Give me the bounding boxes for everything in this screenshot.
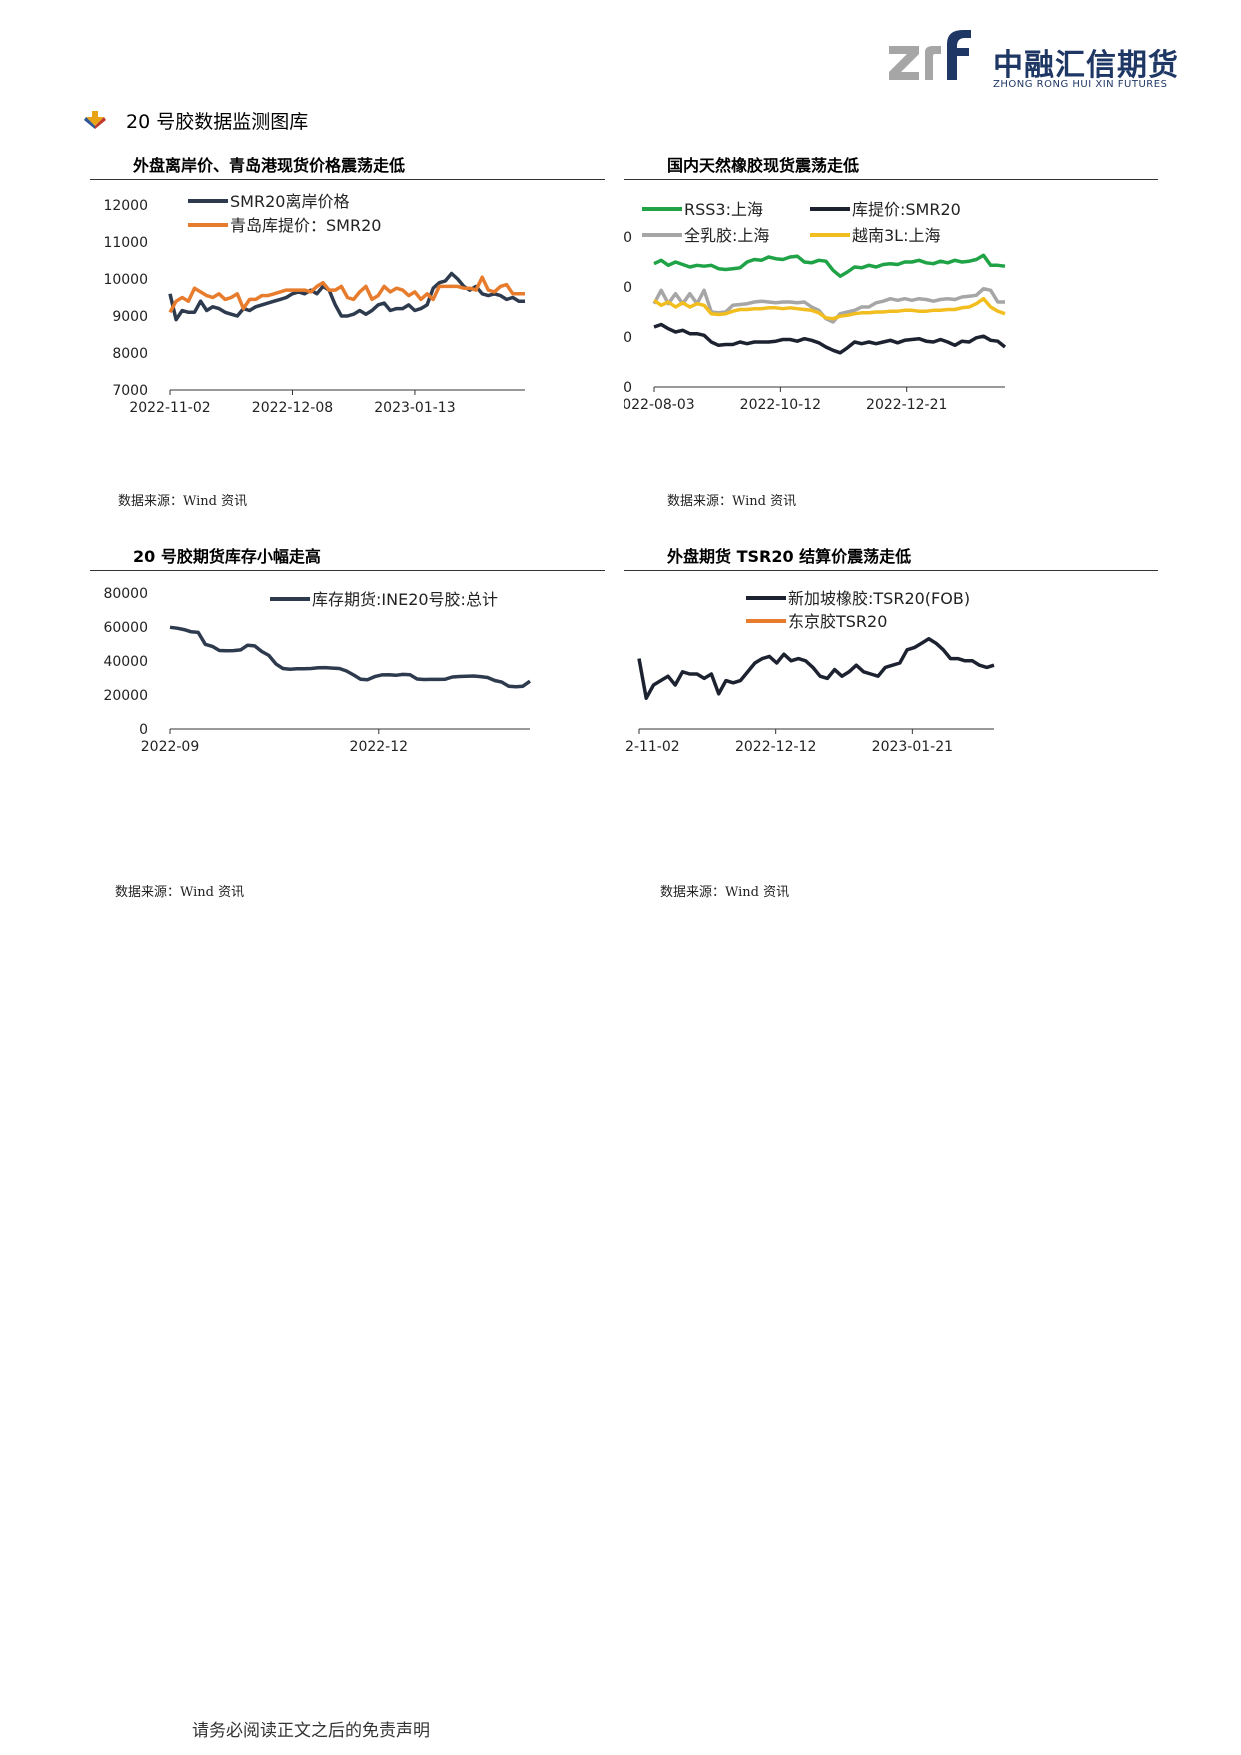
x-tick-label: 2022-10-12 [740, 397, 821, 413]
chart-1-svg: 7000 8000 9000 10000 11000 12000 2022-11-02 202… [103, 192, 525, 416]
chart-2-caption: 国内天然橡胶现货震荡走低 [667, 156, 860, 175]
section-heading: 20 号胶数据监测图库 [82, 105, 308, 135]
chart-1-rule [90, 179, 605, 180]
y-tick-label: 8000 [112, 346, 148, 362]
chart-3-rule [90, 570, 605, 571]
chart-2-svg: 7,000 10,000 13,000 16,000 2022-08-03 2022-10… [624, 200, 1007, 413]
series-line-0 [169, 625, 532, 689]
series-line-0 [637, 637, 995, 700]
y-tick-label: 16,000 [624, 230, 632, 246]
logo-chinese-name: 中融汇信期货 [993, 48, 1179, 83]
y-tick-label: 40000 [103, 654, 148, 670]
x-tick-label: 2022-12-21 [866, 397, 947, 413]
chart-1-caption: 外盘离岸价、青岛港现货价格震荡走低 [133, 156, 406, 175]
legend-label-0: RSS3:上海 [684, 200, 763, 219]
y-tick-label: 0 [139, 722, 148, 738]
chart-2-source: 数据来源：Wind 资讯 [667, 494, 797, 509]
legend-label-0: 库存期货:INE20号胶:总计 [312, 590, 498, 609]
series-line-1 [653, 322, 1007, 355]
x-tick-label: 2022-12 [350, 739, 409, 755]
y-tick-label: 12000 [103, 198, 148, 214]
y-tick-label: 10,000 [624, 330, 632, 346]
legend-label-1: 库提价:SMR20 [852, 200, 961, 219]
colored-arrow-bullet-icon [84, 111, 106, 129]
company-logo: 中融汇信期货 ZHONG RONG HUI XIN FUTURES [885, 28, 1178, 98]
chart-1-source: 数据来源：Wind 资讯 [118, 494, 248, 509]
x-tick-label: 2022-08-03 [624, 397, 695, 413]
chart-2-rule [624, 179, 1158, 180]
y-tick-label: 80000 [103, 586, 148, 602]
legend-label-2: 全乳胶:上海 [684, 226, 769, 245]
logo-english-name: ZHONG RONG HUI XIN FUTURES [993, 79, 1168, 90]
chart-4-svg: 8000900010000110002022-11-022022-12-1220… [624, 589, 995, 755]
x-tick-label: 2022-12-12 [735, 739, 816, 755]
chart-3-svg: 0 20000 40000 60000 80000 2022-09 2022-12 库存期货:… [103, 586, 532, 755]
chart-4-rule [624, 570, 1158, 571]
y-tick-label: 7000 [112, 383, 148, 399]
legend-label-0: SMR20离岸价格 [230, 192, 349, 211]
chart-3-caption: 20 号胶期货库存小幅走高 [133, 547, 321, 566]
legend-label-1: 东京胶TSR20 [788, 612, 887, 631]
x-tick-label: 2023-01-13 [374, 400, 455, 416]
y-tick-label: 60000 [103, 620, 148, 636]
series-line-3 [653, 296, 1006, 321]
x-tick-label: 2022-11-02 [624, 739, 680, 755]
series-line-0 [653, 253, 1006, 278]
legend-label-0: 新加坡橡胶:TSR20(FOB) [788, 589, 970, 608]
section-title: 20 号胶数据监测图库 [126, 110, 309, 133]
y-tick-label: 10000 [103, 272, 148, 288]
legend-label-1: 青岛库提价：SMR20 [230, 216, 381, 235]
y-tick-label: 20000 [103, 688, 148, 704]
x-tick-label: 2022-11-02 [129, 400, 210, 416]
x-tick-label: 2022-12-08 [252, 400, 333, 416]
y-tick-label: 9000 [112, 309, 148, 325]
series-line-1 [168, 275, 525, 314]
disclaimer-footer: 请务必阅读正文之后的免责声明 [192, 1721, 430, 1741]
chart-4-source: 数据来源：Wind 资讯 [660, 885, 790, 900]
y-tick-label: 11000 [103, 235, 148, 251]
x-tick-label: 2022-09 [141, 739, 200, 755]
y-tick-label: 7,000 [624, 380, 632, 396]
zrf-logo-mark-icon [889, 30, 971, 80]
chart-3-source: 数据来源：Wind 资讯 [115, 885, 245, 900]
y-tick-label: 13,000 [624, 280, 632, 296]
x-tick-label: 2023-01-21 [872, 739, 953, 755]
chart-4-caption: 外盘期货 TSR20 结算价震荡走低 [667, 547, 912, 566]
legend-label-3: 越南3L:上海 [852, 226, 941, 245]
